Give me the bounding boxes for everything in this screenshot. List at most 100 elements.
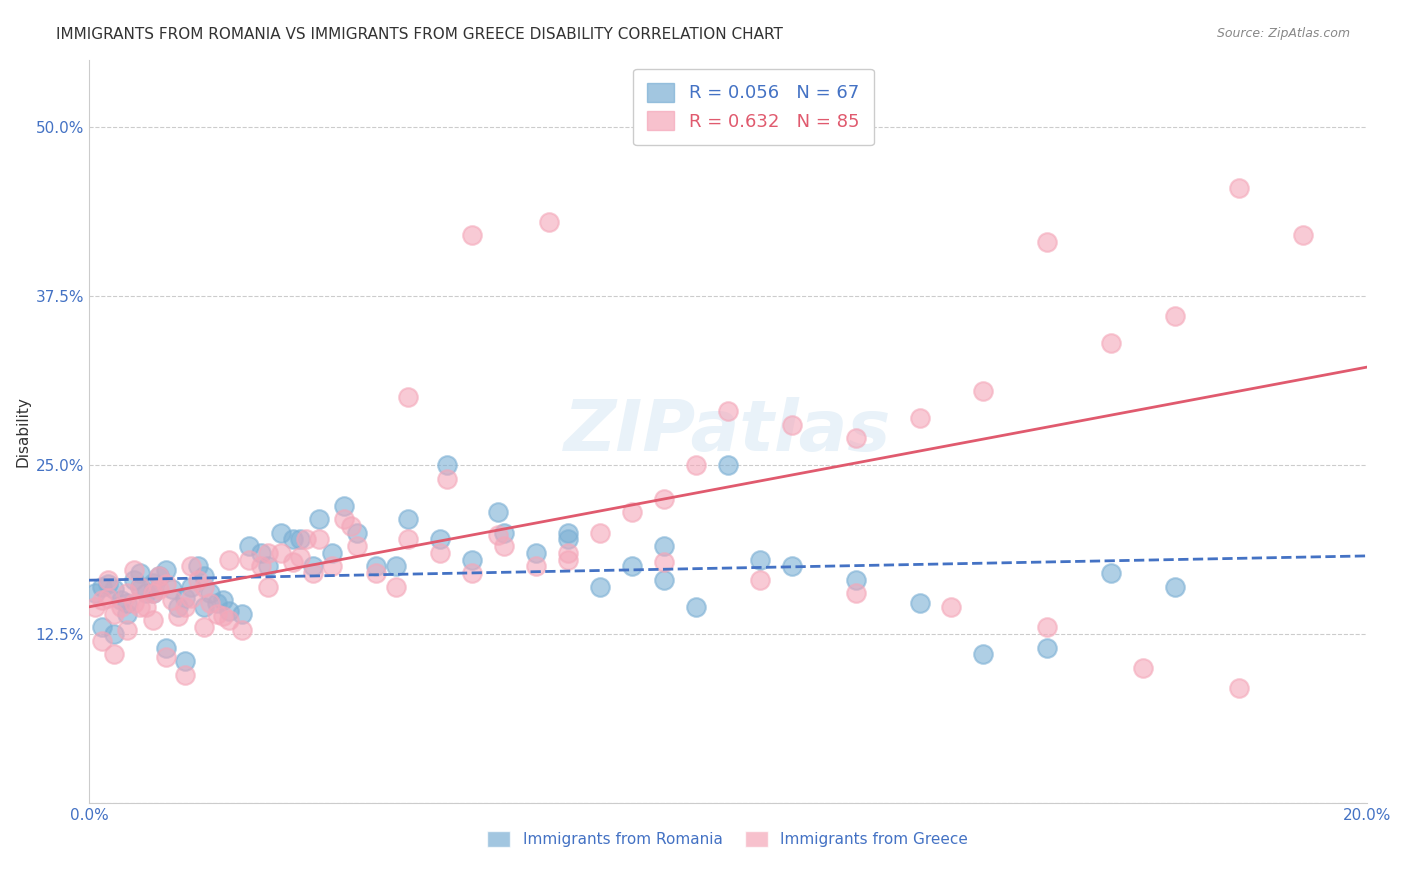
Point <box>180 580 202 594</box>
Point <box>142 614 165 628</box>
Point <box>308 512 330 526</box>
Point <box>524 546 547 560</box>
Point <box>117 596 139 610</box>
Point <box>288 549 311 564</box>
Legend: Immigrants from Romania, Immigrants from Greece: Immigrants from Romania, Immigrants from… <box>479 823 976 855</box>
Point <box>557 533 579 547</box>
Point <box>250 546 273 560</box>
Point <box>486 528 509 542</box>
Point <box>621 505 644 519</box>
Point <box>321 546 343 560</box>
Point <box>396 391 419 405</box>
Point <box>1132 661 1154 675</box>
Point <box>1036 235 1059 249</box>
Point <box>972 384 994 398</box>
Point <box>212 593 235 607</box>
Point <box>366 559 388 574</box>
Point <box>908 410 931 425</box>
Point <box>346 525 368 540</box>
Point <box>1164 310 1187 324</box>
Point <box>461 552 484 566</box>
Point <box>494 525 516 540</box>
Point <box>1099 336 1122 351</box>
Point <box>84 599 107 614</box>
Point <box>537 215 560 229</box>
Point <box>160 582 183 597</box>
Point <box>129 580 152 594</box>
Point <box>396 512 419 526</box>
Point <box>333 499 356 513</box>
Point <box>117 586 139 600</box>
Point <box>429 546 451 560</box>
Point <box>1099 566 1122 581</box>
Point <box>103 582 125 597</box>
Point <box>231 623 253 637</box>
Point <box>557 546 579 560</box>
Y-axis label: Disability: Disability <box>15 396 30 467</box>
Point <box>122 596 145 610</box>
Point <box>238 552 260 566</box>
Point <box>148 582 170 597</box>
Point <box>557 552 579 566</box>
Point <box>173 667 195 681</box>
Point <box>340 519 363 533</box>
Point <box>200 586 222 600</box>
Point <box>193 599 215 614</box>
Point <box>652 539 675 553</box>
Point <box>238 539 260 553</box>
Point <box>142 586 165 600</box>
Point <box>283 555 305 569</box>
Point <box>135 599 157 614</box>
Point <box>270 525 292 540</box>
Point <box>346 539 368 553</box>
Point <box>155 564 177 578</box>
Point <box>122 564 145 578</box>
Point <box>589 580 612 594</box>
Point <box>288 533 311 547</box>
Point <box>193 620 215 634</box>
Point <box>685 599 707 614</box>
Point <box>148 569 170 583</box>
Point <box>845 573 868 587</box>
Point <box>652 491 675 506</box>
Point <box>1292 228 1315 243</box>
Point <box>167 609 190 624</box>
Point <box>256 580 278 594</box>
Point <box>557 525 579 540</box>
Point <box>436 472 458 486</box>
Point <box>218 552 240 566</box>
Point <box>103 607 125 621</box>
Point <box>200 596 222 610</box>
Point <box>231 607 253 621</box>
Point <box>129 566 152 581</box>
Point <box>780 417 803 432</box>
Point <box>135 586 157 600</box>
Point <box>129 580 152 594</box>
Point <box>685 458 707 472</box>
Point <box>1227 181 1250 195</box>
Point <box>972 647 994 661</box>
Point <box>283 533 305 547</box>
Text: ZIPatlas: ZIPatlas <box>564 397 891 466</box>
Point <box>845 431 868 445</box>
Point <box>494 539 516 553</box>
Point <box>142 586 165 600</box>
Point <box>461 228 484 243</box>
Point <box>84 586 107 600</box>
Point <box>384 580 406 594</box>
Point <box>717 404 740 418</box>
Point <box>97 573 120 587</box>
Point <box>186 559 208 574</box>
Point <box>308 533 330 547</box>
Point <box>180 591 202 605</box>
Point <box>301 559 323 574</box>
Point <box>97 577 120 591</box>
Point <box>218 604 240 618</box>
Point <box>429 533 451 547</box>
Point <box>173 654 195 668</box>
Point <box>652 573 675 587</box>
Point <box>155 577 177 591</box>
Point <box>180 559 202 574</box>
Point <box>205 607 228 621</box>
Point <box>1227 681 1250 695</box>
